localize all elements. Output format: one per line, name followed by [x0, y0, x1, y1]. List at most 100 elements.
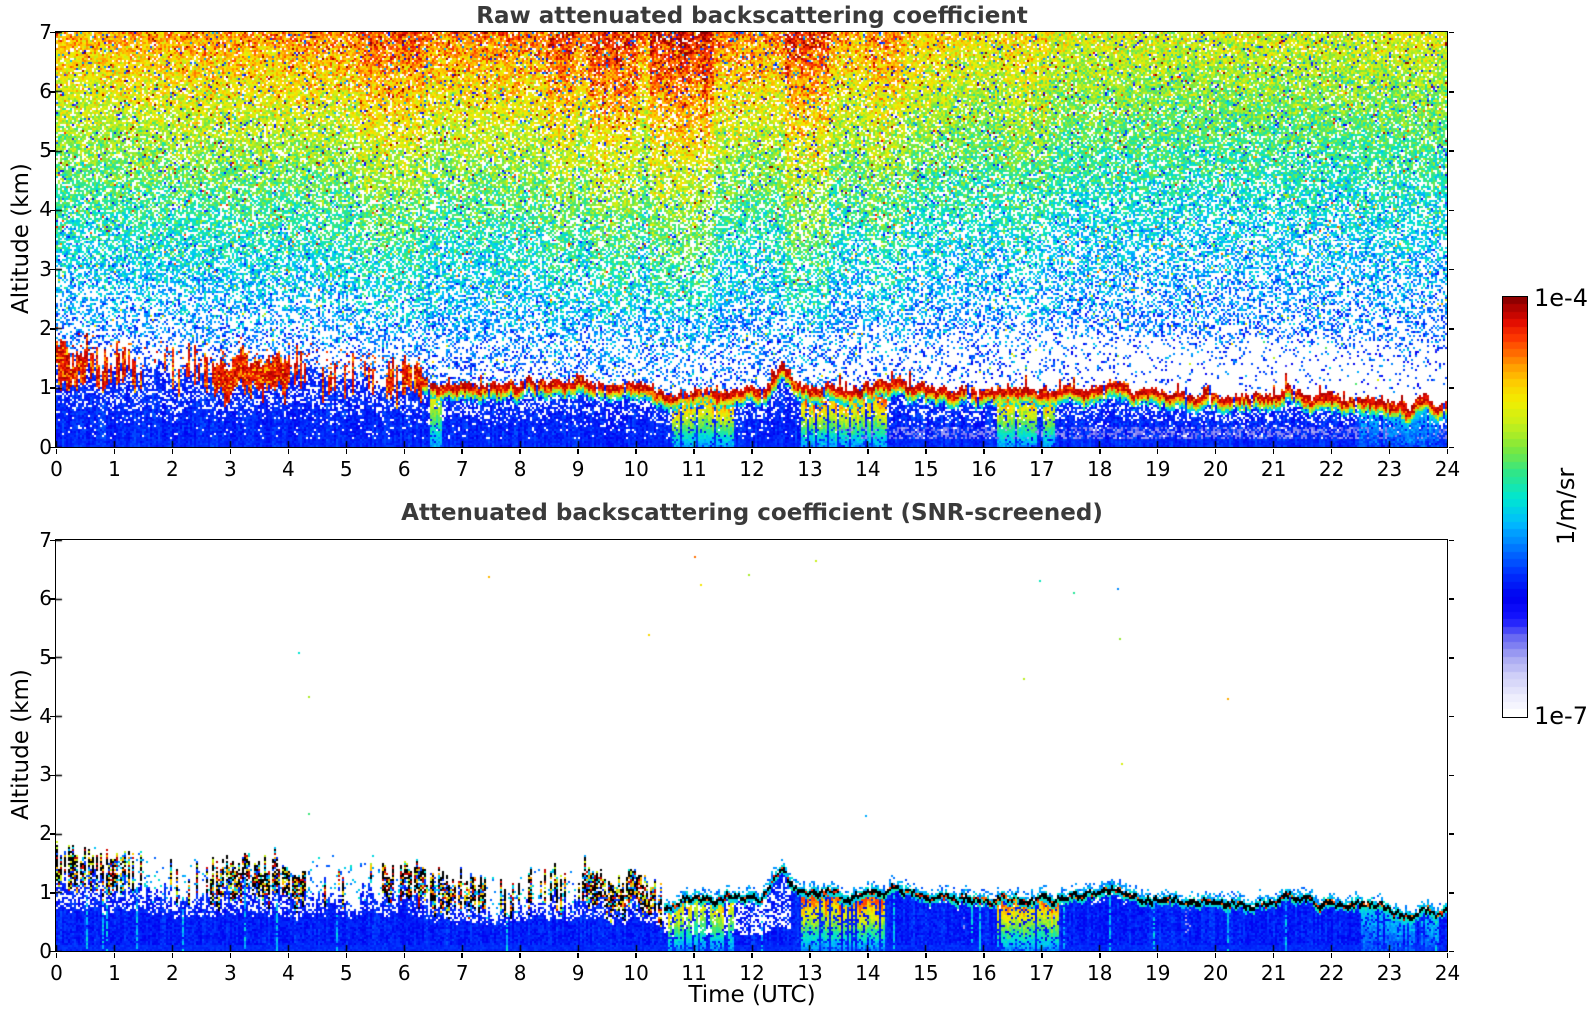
x-tick-mark [925, 953, 927, 958]
x-tick-mark [55, 449, 58, 454]
y-tick-mark [1449, 657, 1454, 659]
x-tick-mark [345, 953, 348, 958]
x-tick-label: 8 [513, 456, 527, 481]
x-tick-mark [1041, 953, 1043, 958]
x-tick-label: 23 [1376, 960, 1403, 985]
x-tick-mark [983, 953, 985, 958]
x-tick-label: 23 [1376, 456, 1403, 481]
x-tick-label: 4 [281, 456, 295, 481]
x-tick-mark [1272, 953, 1275, 958]
panel2-heatmap-canvas [56, 540, 1447, 951]
x-tick-label: 17 [1029, 456, 1055, 481]
x-tick-label: 20 [1202, 960, 1229, 985]
x-tick-mark [1330, 953, 1333, 958]
x-tick-mark [113, 449, 116, 454]
x-tick-label: 15 [913, 456, 939, 481]
x-tick-label: 13 [797, 960, 823, 985]
y-tick-mark [1449, 950, 1454, 953]
colorbar [1502, 296, 1528, 718]
y-tick-mark [1449, 539, 1454, 542]
x-tick-label: 17 [1029, 960, 1055, 985]
x-tick-mark [461, 953, 463, 958]
x-tick-mark [55, 953, 58, 958]
y-tick-mark [50, 833, 55, 835]
y-tick-label: 0 [39, 938, 52, 963]
x-tick-mark [1214, 953, 1217, 958]
x-axis-label: Time (UTC) [688, 982, 816, 1008]
y-tick-mark [1449, 268, 1454, 271]
x-tick-mark [113, 953, 116, 958]
y-tick-mark [1449, 774, 1454, 777]
x-tick-mark [287, 953, 290, 958]
x-tick-mark [867, 449, 869, 454]
x-tick-label: 16 [971, 456, 997, 481]
x-tick-label: 24 [1434, 960, 1461, 985]
panel1-y-axis-label: Altitude (km) [8, 163, 34, 314]
x-tick-label: 7 [455, 456, 469, 481]
y-tick-mark [1449, 446, 1454, 449]
x-tick-label: 2 [166, 456, 179, 481]
x-tick-label: 20 [1202, 456, 1229, 481]
y-tick-mark [1449, 833, 1454, 835]
y-tick-label: 2 [39, 315, 52, 340]
y-tick-label: 3 [39, 762, 52, 787]
y-tick-label: 7 [39, 527, 52, 552]
panel2-plot [55, 539, 1448, 952]
x-tick-mark [1099, 953, 1101, 958]
x-tick-mark [229, 953, 232, 958]
y-tick-mark [50, 150, 55, 152]
y-tick-label: 1 [39, 879, 52, 904]
x-tick-mark [229, 449, 232, 454]
y-tick-mark [50, 328, 55, 330]
y-tick-mark [1449, 892, 1454, 894]
colorbar-unit-label: 1/m/sr [1552, 467, 1580, 545]
x-tick-mark [809, 953, 811, 958]
y-tick-mark [1449, 150, 1454, 152]
x-tick-mark [983, 449, 985, 454]
x-tick-mark [287, 449, 290, 454]
y-tick-mark [50, 209, 55, 212]
y-tick-mark [1449, 209, 1454, 212]
x-tick-label: 22 [1318, 960, 1345, 985]
x-tick-label: 2 [166, 960, 179, 985]
y-tick-mark [50, 715, 55, 718]
x-tick-mark [1446, 953, 1449, 958]
x-tick-label: 9 [571, 456, 585, 481]
x-tick-label: 19 [1144, 960, 1171, 985]
x-tick-mark [751, 953, 753, 958]
x-tick-label: 19 [1144, 456, 1171, 481]
x-tick-mark [1099, 449, 1101, 454]
y-tick-label: 2 [39, 821, 52, 846]
y-tick-mark [50, 892, 55, 894]
y-tick-label: 1 [39, 375, 52, 400]
y-tick-mark [1449, 328, 1454, 330]
colorbar-min-label: 1e-7 [1534, 702, 1588, 730]
x-tick-mark [693, 953, 695, 958]
y-tick-mark [1449, 91, 1454, 93]
x-tick-mark [461, 449, 463, 454]
x-tick-mark [867, 953, 869, 958]
colorbar-canvas [1503, 297, 1527, 717]
x-tick-mark [1446, 449, 1449, 454]
x-tick-mark [1388, 449, 1391, 454]
x-tick-mark [751, 449, 753, 454]
x-tick-label: 24 [1434, 456, 1461, 481]
x-tick-label: 10 [623, 960, 649, 985]
x-tick-mark [635, 953, 637, 958]
x-tick-mark [925, 449, 927, 454]
x-tick-mark [171, 953, 174, 958]
y-tick-mark [50, 268, 55, 271]
x-tick-label: 21 [1260, 456, 1287, 481]
panel1-plot [55, 31, 1448, 448]
x-tick-mark [171, 449, 174, 454]
x-tick-mark [809, 449, 811, 454]
y-tick-label: 3 [39, 256, 52, 281]
x-tick-mark [1388, 953, 1391, 958]
x-tick-mark [1214, 449, 1217, 454]
x-tick-mark [1272, 449, 1275, 454]
x-tick-label: 6 [397, 456, 411, 481]
x-tick-label: 1 [108, 456, 121, 481]
x-tick-mark [403, 449, 405, 454]
x-tick-label: 4 [281, 960, 295, 985]
